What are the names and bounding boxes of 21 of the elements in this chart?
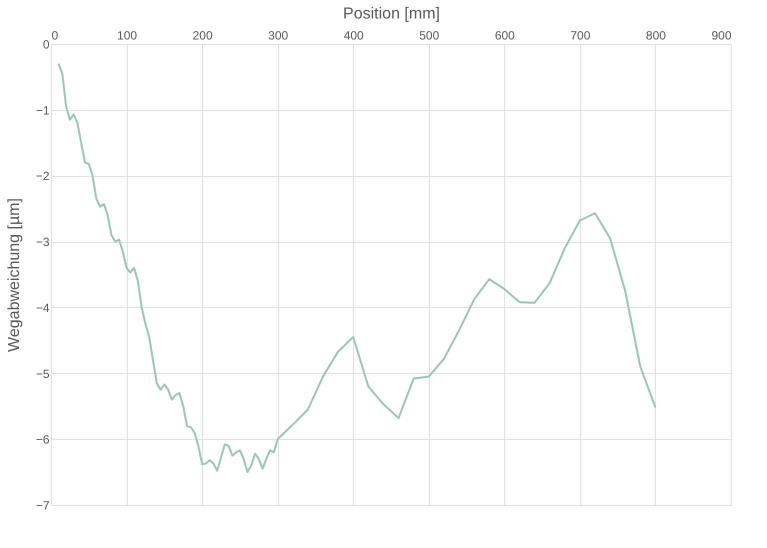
x-tick-label: 500 xyxy=(419,28,440,42)
line-series xyxy=(58,62,656,474)
y-tick-label: −6 xyxy=(36,432,50,447)
x-tick-label: 700 xyxy=(570,28,591,42)
x-tick-label: 0 xyxy=(52,28,58,42)
x-tick-label: 200 xyxy=(192,28,213,42)
y-tick-label: −3 xyxy=(36,235,50,250)
x-tick-label: 400 xyxy=(344,28,364,42)
y-tick-label: 0 xyxy=(42,38,50,52)
x-tick-label: 600 xyxy=(494,28,516,42)
x-tick-label: 800 xyxy=(646,28,666,42)
y-tick-label: −2 xyxy=(36,169,50,184)
y-tick-label: −4 xyxy=(36,300,50,315)
x-axis-title: Position [mm] xyxy=(343,6,440,22)
y-axis-title: Wegabweichung [µm] xyxy=(6,198,23,352)
x-tick-label: 300 xyxy=(268,28,288,42)
y-tick-label: −1 xyxy=(36,103,50,118)
x-tick-label: 900 xyxy=(711,28,732,42)
y-tick-label: −7 xyxy=(36,498,50,512)
y-tick-label: −5 xyxy=(36,366,50,381)
x-tick-label: 100 xyxy=(117,28,138,42)
